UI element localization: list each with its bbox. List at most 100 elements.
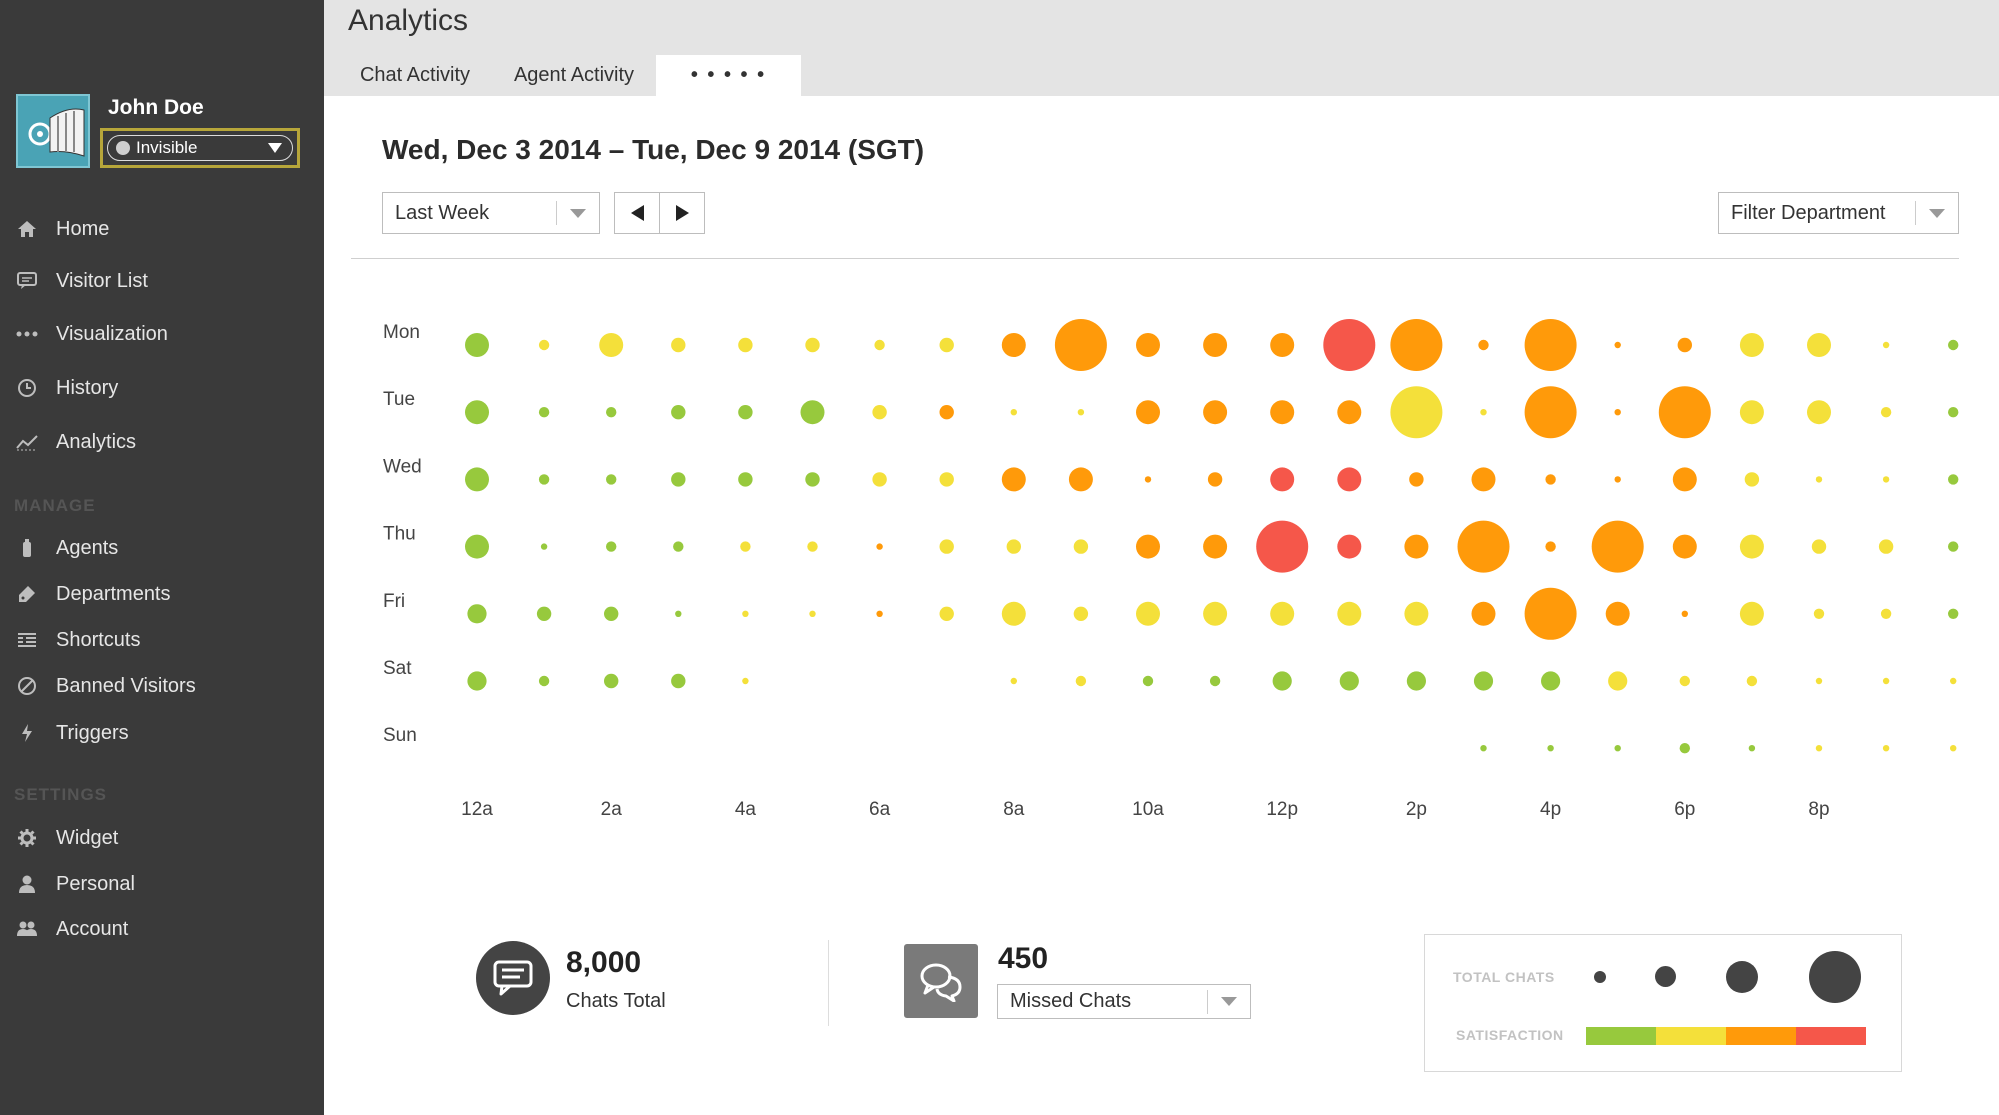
- activity-dot-wed-20[interactable]: [1815, 476, 1823, 483]
- activity-dot-tue-22[interactable]: [1948, 407, 1959, 418]
- activity-dot-mon-20[interactable]: [1807, 333, 1831, 357]
- activity-dot-tue-13[interactable]: [1337, 400, 1362, 425]
- activity-dot-tue-16[interactable]: [1524, 386, 1577, 439]
- activity-dot-sat-22[interactable]: [1950, 677, 1957, 685]
- activity-dot-sun-16[interactable]: [1547, 745, 1554, 752]
- activity-dot-thu-12[interactable]: [1256, 520, 1309, 573]
- activity-dot-sat-0[interactable]: [467, 671, 487, 691]
- activity-dot-thu-2[interactable]: [606, 541, 617, 552]
- activity-dot-sun-22[interactable]: [1950, 745, 1957, 752]
- activity-dot-wed-6[interactable]: [872, 472, 887, 487]
- activity-dot-mon-1[interactable]: [538, 339, 550, 351]
- activity-dot-mon-12[interactable]: [1270, 333, 1295, 357]
- activity-dot-fri-1[interactable]: [536, 606, 552, 621]
- activity-dot-tue-8[interactable]: [1010, 409, 1017, 416]
- activity-dot-thu-10[interactable]: [1136, 534, 1160, 559]
- activity-dot-wed-2[interactable]: [606, 474, 617, 485]
- activity-dot-tue-10[interactable]: [1136, 400, 1160, 425]
- nav-banned-visitors[interactable]: Banned Visitors: [14, 671, 196, 701]
- activity-dot-fri-22[interactable]: [1948, 608, 1959, 619]
- activity-dot-thu-16[interactable]: [1545, 541, 1556, 552]
- activity-dot-tue-2[interactable]: [606, 407, 617, 418]
- tab-more[interactable]: • • • • •: [656, 55, 801, 96]
- activity-dot-thu-17[interactable]: [1591, 520, 1644, 573]
- activity-dot-wed-18[interactable]: [1672, 467, 1697, 492]
- activity-dot-tue-18[interactable]: [1658, 386, 1711, 439]
- missed-chats-select[interactable]: Missed Chats: [997, 984, 1251, 1019]
- activity-dot-thu-3[interactable]: [673, 541, 684, 552]
- activity-dot-tue-21[interactable]: [1880, 407, 1892, 418]
- activity-dot-tue-14[interactable]: [1390, 386, 1443, 439]
- activity-dot-tue-4[interactable]: [738, 405, 753, 420]
- activity-dot-wed-13[interactable]: [1337, 467, 1362, 492]
- activity-dot-mon-9[interactable]: [1054, 319, 1107, 371]
- activity-dot-mon-6[interactable]: [874, 339, 885, 351]
- activity-dot-wed-15[interactable]: [1471, 467, 1496, 492]
- activity-dot-sat-20[interactable]: [1815, 677, 1823, 685]
- activity-dot-thu-0[interactable]: [465, 534, 489, 559]
- period-select[interactable]: Last Week: [382, 192, 600, 234]
- activity-dot-tue-15[interactable]: [1480, 409, 1487, 416]
- activity-dot-fri-17[interactable]: [1605, 601, 1630, 626]
- activity-dot-thu-1[interactable]: [540, 543, 548, 550]
- activity-dot-thu-21[interactable]: [1878, 539, 1894, 554]
- activity-dot-sat-13[interactable]: [1339, 671, 1359, 691]
- activity-dot-tue-6[interactable]: [872, 405, 887, 420]
- activity-dot-mon-19[interactable]: [1739, 333, 1764, 357]
- activity-dot-sat-12[interactable]: [1272, 671, 1292, 691]
- activity-dot-thu-18[interactable]: [1672, 534, 1697, 559]
- nav-agents[interactable]: Agents: [14, 533, 118, 563]
- activity-dot-wed-17[interactable]: [1614, 476, 1621, 483]
- activity-dot-tue-3[interactable]: [671, 405, 686, 420]
- activity-dot-sun-17[interactable]: [1614, 745, 1621, 752]
- status-dropdown[interactable]: Invisible: [107, 135, 293, 161]
- activity-dot-fri-6[interactable]: [876, 610, 883, 617]
- activity-dot-sat-17[interactable]: [1608, 671, 1628, 691]
- activity-dot-sun-15[interactable]: [1480, 745, 1487, 752]
- activity-dot-mon-15[interactable]: [1478, 339, 1489, 351]
- activity-dot-fri-19[interactable]: [1739, 601, 1764, 626]
- activity-dot-mon-18[interactable]: [1677, 337, 1693, 353]
- activity-dot-thu-11[interactable]: [1203, 534, 1228, 559]
- activity-dot-sun-21[interactable]: [1882, 745, 1890, 752]
- activity-dot-fri-12[interactable]: [1270, 601, 1295, 626]
- activity-dot-mon-22[interactable]: [1948, 339, 1959, 351]
- activity-dot-wed-22[interactable]: [1948, 474, 1959, 485]
- activity-dot-mon-10[interactable]: [1136, 333, 1160, 357]
- activity-dot-wed-4[interactable]: [738, 472, 753, 487]
- activity-dot-mon-5[interactable]: [805, 337, 820, 353]
- activity-dot-wed-11[interactable]: [1207, 472, 1223, 487]
- activity-dot-sat-8[interactable]: [1010, 677, 1017, 685]
- activity-dot-wed-19[interactable]: [1744, 472, 1760, 487]
- activity-dot-wed-12[interactable]: [1270, 467, 1295, 492]
- nav-shortcuts[interactable]: Shortcuts: [14, 625, 140, 655]
- activity-dot-fri-9[interactable]: [1073, 606, 1089, 621]
- activity-dot-sun-18[interactable]: [1679, 743, 1691, 754]
- activity-dot-tue-19[interactable]: [1739, 400, 1764, 425]
- activity-dot-sat-14[interactable]: [1406, 671, 1426, 691]
- activity-dot-tue-0[interactable]: [465, 400, 489, 425]
- activity-dot-wed-9[interactable]: [1068, 467, 1093, 492]
- activity-dot-thu-7[interactable]: [939, 539, 954, 554]
- activity-dot-sat-21[interactable]: [1882, 677, 1890, 685]
- activity-dot-fri-14[interactable]: [1404, 601, 1429, 626]
- activity-dot-thu-13[interactable]: [1337, 534, 1362, 559]
- activity-dot-thu-6[interactable]: [876, 543, 883, 550]
- activity-dot-sat-19[interactable]: [1746, 675, 1758, 687]
- activity-dot-fri-11[interactable]: [1203, 601, 1228, 626]
- nav-history[interactable]: History: [14, 373, 118, 403]
- activity-dot-sat-15[interactable]: [1473, 671, 1494, 691]
- activity-dot-thu-5[interactable]: [807, 541, 818, 552]
- activity-dot-fri-5[interactable]: [809, 610, 816, 617]
- activity-dot-sat-10[interactable]: [1142, 675, 1154, 687]
- activity-dot-thu-20[interactable]: [1811, 539, 1827, 554]
- activity-dot-mon-16[interactable]: [1524, 319, 1577, 371]
- activity-dot-sun-20[interactable]: [1815, 745, 1823, 752]
- activity-dot-fri-18[interactable]: [1681, 610, 1689, 617]
- activity-dot-sat-18[interactable]: [1679, 675, 1691, 687]
- activity-dot-wed-10[interactable]: [1144, 476, 1152, 483]
- activity-dot-mon-4[interactable]: [738, 337, 753, 353]
- activity-dot-fri-2[interactable]: [604, 606, 619, 621]
- nav-widget[interactable]: Widget: [14, 823, 118, 853]
- activity-dot-tue-17[interactable]: [1614, 409, 1621, 416]
